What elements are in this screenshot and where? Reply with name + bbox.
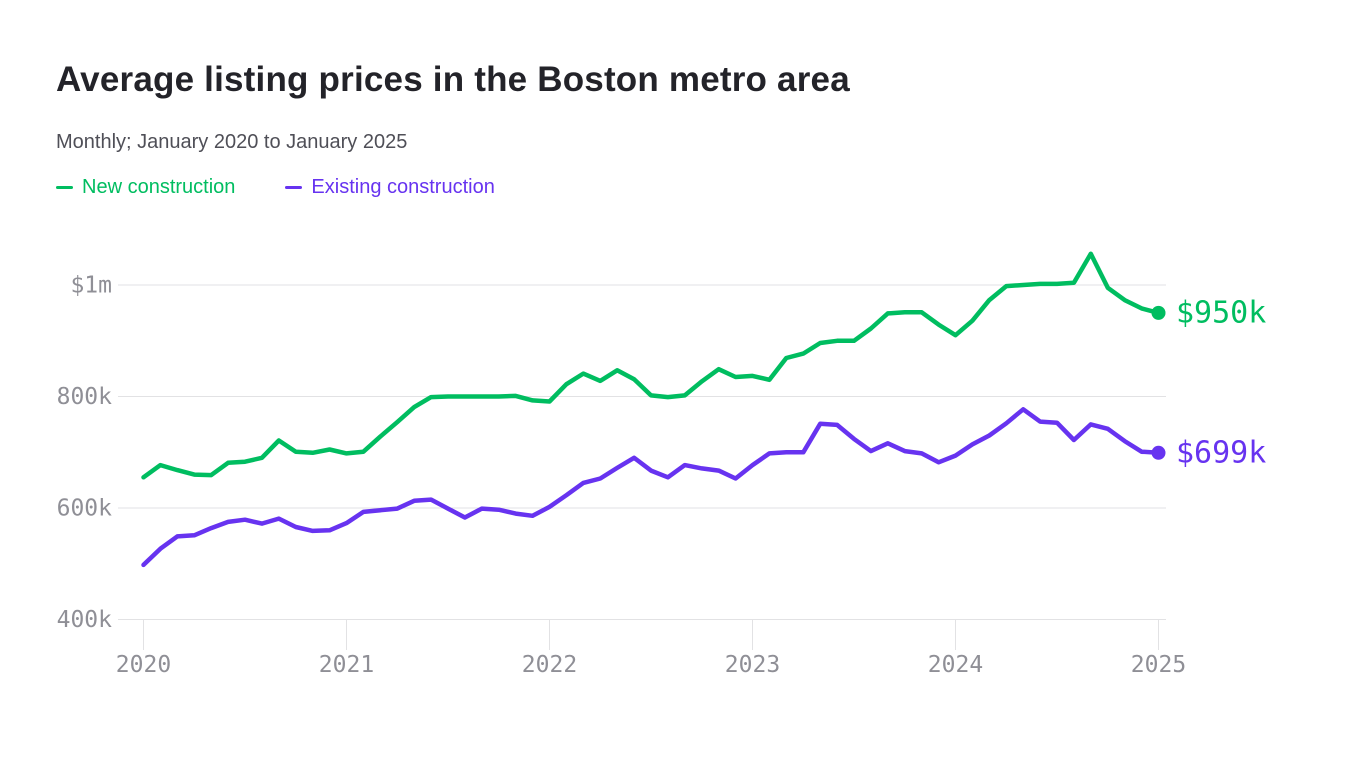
y-axis-label: 400k [57,607,113,633]
chart-title: Average listing prices in the Boston met… [56,60,850,99]
x-axis-label: 2024 [928,652,983,678]
legend-item-existing-construction: Existing construction [285,176,495,199]
y-axis-label: 600k [57,496,113,522]
series-end-dot-new-construction [1151,305,1166,320]
legend-item-new-construction: New construction [56,176,235,199]
legend-label-new-construction: New construction [82,176,236,198]
series-line-existing-construction [141,407,1161,568]
legend-label-existing-construction: Existing construction [311,176,495,198]
x-axis-label: 2020 [116,652,171,678]
x-axis-label: 2022 [522,652,577,678]
series-end-value-existing-construction: $699k [1176,435,1266,470]
chart-subtitle: Monthly; January 2020 to January 2025 [56,131,408,153]
x-axis-label: 2025 [1131,652,1186,678]
series-end-value-new-construction: $950k [1176,295,1266,330]
x-axis-label: 2023 [725,652,780,678]
series-end-dot-existing-construction [1151,445,1166,460]
series-line-new-construction [141,251,1161,480]
legend-dash-icon [56,185,73,190]
y-axis-label: $1m [70,273,112,299]
chart-legend: New construction Existing construction [56,176,495,199]
y-axis-label: 800k [57,384,113,410]
legend-dash-icon [285,185,303,190]
x-axis-label: 2021 [319,652,374,678]
